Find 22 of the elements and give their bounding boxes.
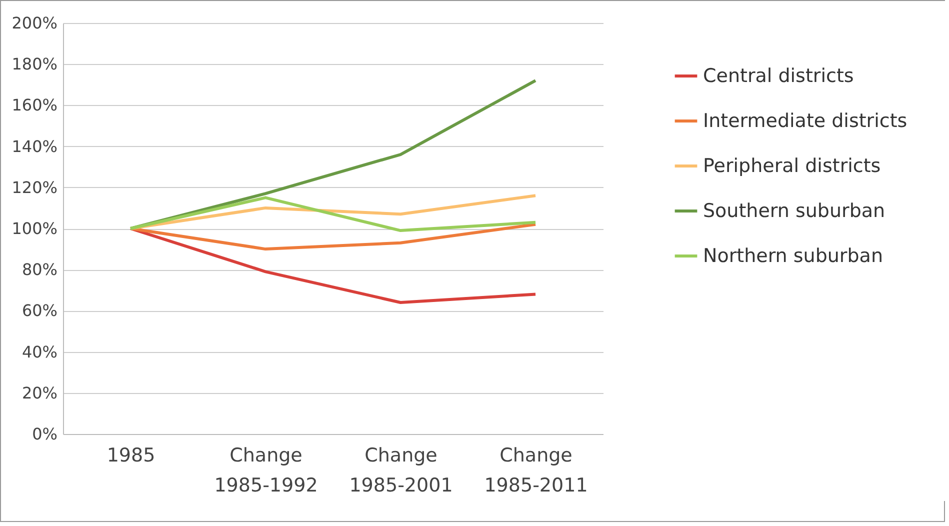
y-tick-label: 0% xyxy=(32,424,58,444)
x-tick-label: 1985 xyxy=(106,444,156,466)
legend-label: Intermediate districts xyxy=(703,110,908,132)
legend-label: Northern suburban xyxy=(703,245,883,267)
line-series xyxy=(129,222,537,251)
y-tick-label: 60% xyxy=(22,301,58,320)
x-tick-label: Change 1985-2001 xyxy=(349,444,453,496)
y-tick-label: 160% xyxy=(12,96,58,115)
y-tick-label: 140% xyxy=(12,136,58,156)
legend-label: Southern suburban xyxy=(703,200,886,222)
x-tick-label: Change 1985-2011 xyxy=(484,444,588,496)
y-tick-label: 200% xyxy=(12,14,58,32)
line-series xyxy=(129,227,537,304)
y-tick-label: 80% xyxy=(22,260,58,280)
legend-label: Peripheral districts xyxy=(703,155,881,177)
y-tick-label: 100% xyxy=(12,219,58,238)
legend-label: Central districts xyxy=(703,65,854,87)
y-tick-label: 120% xyxy=(12,178,58,197)
y-tick-label: 40% xyxy=(22,342,58,362)
x-tick-label: Change 1985-1992 xyxy=(214,444,318,496)
y-tick-label: 20% xyxy=(22,383,58,402)
y-tick-label: 180% xyxy=(12,54,58,74)
